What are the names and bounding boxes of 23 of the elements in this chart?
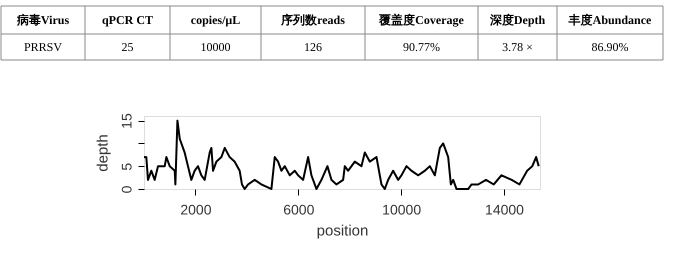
text: PRRSV xyxy=(24,40,62,54)
text: 病毒Virus xyxy=(16,13,70,27)
y-tick-label: 15 xyxy=(118,113,134,129)
text: 10000 xyxy=(200,40,230,54)
text: 覆盖度Coverage xyxy=(378,13,464,27)
y-axis-title: depth xyxy=(94,134,112,172)
x-tick-label: 10000 xyxy=(382,202,422,218)
x-axis-title: position xyxy=(316,222,368,240)
text: 3.78 × xyxy=(502,40,533,54)
text: 25 xyxy=(122,40,134,54)
x-tick-label: 2000 xyxy=(180,202,212,218)
text: qPCR CT xyxy=(102,13,154,27)
text: copies/μL xyxy=(190,13,240,27)
text: 90.77% xyxy=(403,40,440,54)
text: 86.90% xyxy=(592,40,628,54)
text: 丰度Abundance xyxy=(568,13,652,27)
text: 深度Depth xyxy=(488,13,546,27)
y-tick-label: 0 xyxy=(118,185,134,194)
y-tick-label: 5 xyxy=(118,162,134,171)
text: 126 xyxy=(304,40,322,54)
text: 序列数reads xyxy=(280,13,346,27)
x-tick-label: 14000 xyxy=(485,202,524,218)
x-tick-label: 6000 xyxy=(283,202,315,218)
